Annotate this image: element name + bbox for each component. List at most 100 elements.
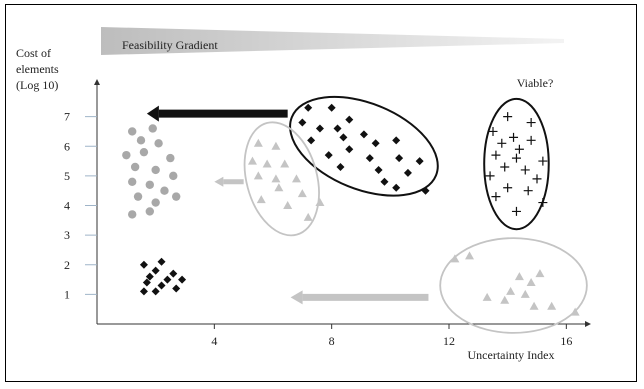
data-point-circle <box>128 177 137 186</box>
data-point-diamond <box>392 183 401 192</box>
data-point-circle <box>128 210 137 219</box>
data-point-plus <box>491 192 501 202</box>
data-point-plus <box>511 206 521 216</box>
data-point-plus <box>497 138 507 148</box>
cluster-ellipse <box>289 95 439 197</box>
y-tick-label: 7 <box>64 110 70 124</box>
data-point-diamond <box>421 186 430 195</box>
data-point-circle <box>151 165 160 175</box>
data-point-circle <box>136 136 146 145</box>
data-point-diamond <box>163 275 172 284</box>
data-point-diamond <box>339 133 348 142</box>
arrow-head <box>214 176 224 187</box>
data-point-plus <box>538 156 548 166</box>
data-point-diamond <box>403 168 412 177</box>
x-axis-label: Uncertainty Index <box>468 348 555 362</box>
data-point-plus <box>485 171 495 181</box>
data-point-diamond <box>336 162 345 171</box>
data-point-triangle <box>547 301 557 310</box>
y-axis-label-line: (Log 10) <box>16 78 58 92</box>
data-point-circle <box>130 162 140 172</box>
data-point-diamond <box>157 281 166 290</box>
data-point-circle <box>139 147 149 157</box>
data-point-diamond <box>395 154 404 163</box>
data-point-triangle <box>291 174 301 183</box>
data-point-triangle <box>465 251 475 260</box>
data-point-plus <box>520 165 530 175</box>
y-axis-arrowhead <box>94 79 100 85</box>
data-point-triangle <box>526 278 536 287</box>
data-point-triangle <box>271 174 281 183</box>
data-point-circle <box>148 124 157 133</box>
data-point-circle <box>166 153 175 163</box>
chart-figure: Feasibility Gradient Cost of elements (Log … <box>5 4 637 382</box>
data-point-circle <box>151 198 160 207</box>
data-point-triangle <box>514 272 524 281</box>
data-point-triangle <box>529 301 539 310</box>
y-tick-label: 4 <box>64 199 70 213</box>
data-point-triangle <box>482 292 492 301</box>
x-tick-label: 16 <box>560 334 572 348</box>
data-point-diamond <box>145 272 154 281</box>
data-point-triangle <box>570 307 580 316</box>
data-point-diamond <box>139 287 148 296</box>
data-point-triangle <box>247 156 257 165</box>
data-point-diamond <box>315 124 324 133</box>
x-tick-label: 12 <box>443 334 455 348</box>
data-point-circle <box>133 192 143 201</box>
y-axis-label-line: elements <box>16 62 59 76</box>
data-point-triangle <box>256 195 266 204</box>
scatter-chart: Feasibility Gradient Cost of elements (Log … <box>16 27 591 362</box>
data-point-diamond <box>151 287 160 296</box>
data-point-circle <box>169 171 178 181</box>
data-point-diamond <box>374 165 383 174</box>
data-point-triangle <box>297 189 307 198</box>
data-point-plus <box>514 144 524 154</box>
y-tick-label: 2 <box>64 258 70 272</box>
data-point-circle <box>154 139 163 148</box>
arrow-head <box>146 105 159 122</box>
data-point-triangle <box>315 198 325 207</box>
data-point-plus <box>526 135 536 145</box>
data-point-plus <box>526 118 536 128</box>
data-point-diamond <box>169 269 178 278</box>
data-point-diamond <box>327 103 336 112</box>
data-point-circle <box>128 127 137 136</box>
data-point-diamond <box>324 151 333 160</box>
data-point-diamond <box>157 257 166 266</box>
data-point-triangle <box>271 141 281 150</box>
data-point-diamond <box>178 275 187 284</box>
viable-annotation: Viable? <box>517 76 554 90</box>
data-point-plus <box>491 150 501 160</box>
y-axis-label-line: Cost of <box>16 46 51 60</box>
data-point-triangle <box>262 159 272 168</box>
data-point-plus <box>511 153 521 163</box>
data-point-diamond <box>345 115 354 124</box>
data-point-plus <box>509 132 519 142</box>
data-point-triangle <box>283 201 293 209</box>
x-axis-arrowhead <box>585 321 591 327</box>
x-tick-label: 4 <box>211 334 217 348</box>
y-tick-label: 3 <box>64 228 70 242</box>
arrow-head <box>290 290 303 305</box>
data-point-triangle <box>280 159 290 168</box>
data-point-triangle <box>303 212 313 221</box>
data-point-triangle <box>535 269 545 278</box>
y-tick-label: 1 <box>64 287 70 301</box>
y-tick-label: 5 <box>64 169 70 183</box>
data-point-diamond <box>298 118 307 127</box>
x-tick-label: 8 <box>329 334 335 348</box>
data-point-diamond <box>151 266 160 275</box>
data-point-circle <box>172 192 181 201</box>
cluster-ellipse <box>483 97 550 231</box>
data-point-diamond <box>380 177 389 186</box>
data-point-plus <box>503 183 513 193</box>
data-point-plus <box>523 186 533 196</box>
cluster-ellipse <box>439 237 588 334</box>
data-point-diamond <box>365 154 374 163</box>
data-point-triangle <box>506 286 516 295</box>
data-point-circle <box>122 150 131 160</box>
cluster-ellipse <box>243 121 320 237</box>
y-tick-label: 6 <box>64 139 70 153</box>
data-point-diamond <box>172 284 181 293</box>
